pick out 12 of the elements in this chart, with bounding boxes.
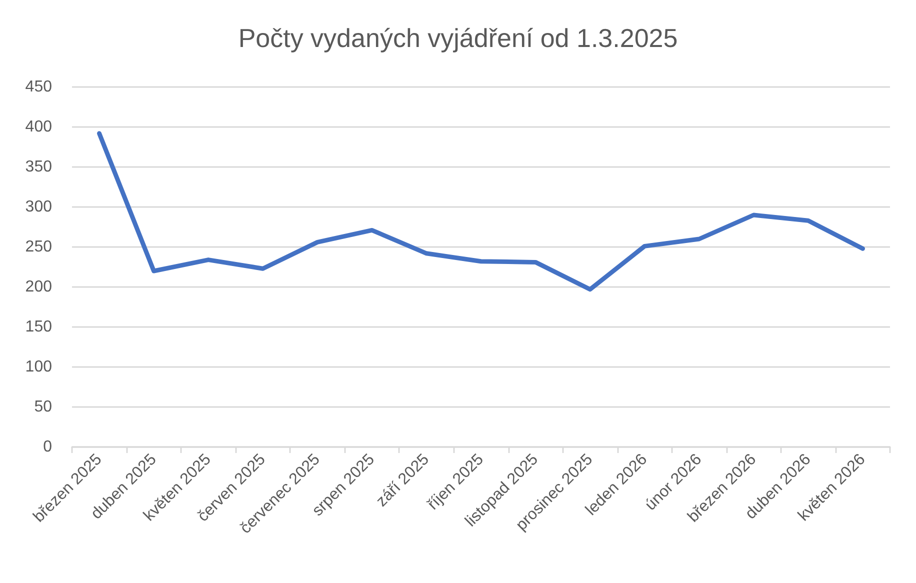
y-tick-label: 300 [25,198,52,216]
y-tick-label: 400 [25,118,52,136]
y-tick-label: 250 [25,238,52,256]
y-tick-label: 200 [25,278,52,296]
y-tick-label: 450 [25,78,52,96]
chart-title: Počty vydaných vyjádření od 1.3.2025 [238,23,678,53]
y-tick-label: 50 [34,398,52,416]
line-series [97,131,865,292]
y-tick-label: 100 [25,358,52,376]
y-tick-label: 150 [25,318,52,336]
y-tick-label: 0 [43,438,52,456]
y-tick-label: 350 [25,158,52,176]
